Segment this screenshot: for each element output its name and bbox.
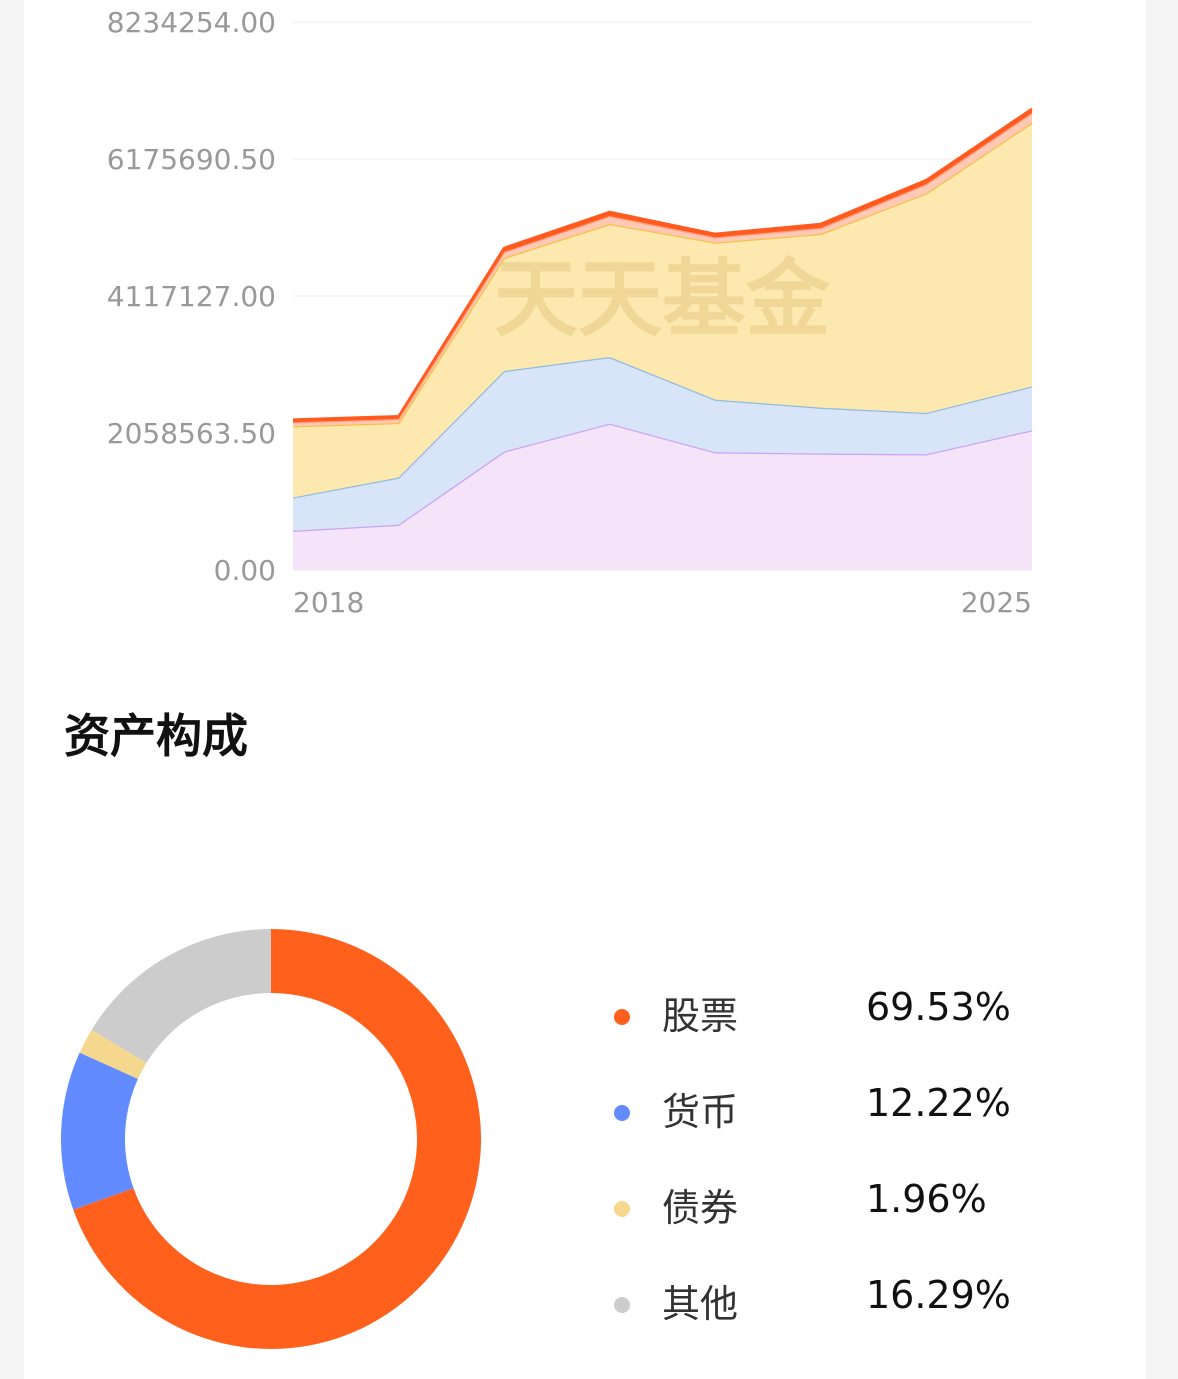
series-line-3 bbox=[292, 111, 1033, 424]
legend-label: 货币 bbox=[662, 1090, 739, 1134]
legend-value: 1.96% bbox=[866, 1177, 987, 1221]
x-tick-label: 2018 bbox=[293, 586, 364, 619]
y-tick-label: 2058563.50 bbox=[107, 417, 276, 450]
watermark-text: 天天基金 bbox=[494, 249, 831, 348]
legend-row: 其他 16.29% bbox=[614, 1253, 1074, 1349]
holdings-area-chart: 8234254.00 6175690.50 4117127.00 2058563.50… bbox=[107, 6, 1033, 619]
legend-label: 债券 bbox=[662, 1186, 739, 1230]
legend-row: 货币 12.22% bbox=[614, 1061, 1074, 1157]
legend-label: 股票 bbox=[662, 994, 739, 1038]
donut-slice-0 bbox=[73, 929, 481, 1349]
donut-slice-1 bbox=[61, 1052, 138, 1210]
legend-dot-icon bbox=[614, 1297, 630, 1313]
asset-legend: 股票 69.53% 货币 12.22% 债券 1.96% 其他 16.29% bbox=[614, 965, 1074, 1349]
series-area-1 bbox=[293, 357, 1032, 531]
y-tick-label: 0.00 bbox=[214, 554, 276, 587]
y-tick-label: 8234254.00 bbox=[107, 6, 276, 39]
y-tick-label: 6175690.50 bbox=[107, 143, 276, 176]
legend-row: 股票 69.53% bbox=[614, 965, 1074, 1061]
legend-dot-icon bbox=[614, 1105, 630, 1121]
y-tick-label: 4117127.00 bbox=[107, 280, 276, 313]
asset-donut-chart bbox=[61, 929, 481, 1349]
legend-value: 69.53% bbox=[866, 985, 1011, 1029]
donut-slice-2 bbox=[79, 1029, 147, 1079]
series-area-2 bbox=[293, 122, 1032, 498]
content-card: 8234254.00 6175690.50 4117127.00 2058563.50… bbox=[24, 0, 1146, 1379]
donut-slice-3 bbox=[91, 929, 271, 1064]
legend-row: 债券 1.96% bbox=[614, 1157, 1074, 1253]
legend-value: 16.29% bbox=[866, 1273, 1011, 1317]
legend-label: 其他 bbox=[662, 1282, 739, 1326]
legend-dot-icon bbox=[614, 1009, 630, 1025]
section-title: 资产构成 bbox=[64, 709, 248, 763]
legend-value: 12.22% bbox=[866, 1081, 1011, 1125]
series-area-0 bbox=[293, 423, 1032, 570]
series-line-4 bbox=[292, 107, 1033, 421]
legend-dot-icon bbox=[614, 1201, 630, 1217]
x-tick-label: 2025 bbox=[961, 586, 1032, 619]
